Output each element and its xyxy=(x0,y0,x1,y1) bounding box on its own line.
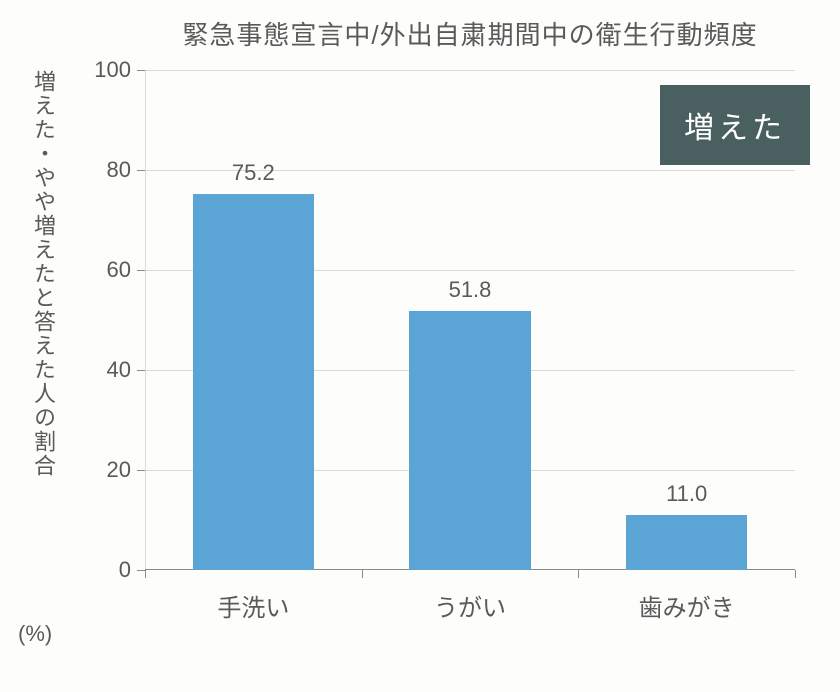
y-tick-mark xyxy=(137,570,145,571)
y-tick-label: 80 xyxy=(81,157,131,183)
x-tick-mark xyxy=(145,570,146,578)
x-tick-mark xyxy=(362,570,363,578)
x-tick-label: うがい xyxy=(434,588,506,623)
y-tick-label: 0 xyxy=(81,557,131,583)
bar: 75.2 xyxy=(193,194,314,570)
bar-value-label: 51.8 xyxy=(409,277,530,303)
y-axis-unit: (%) xyxy=(18,621,52,647)
y-tick-mark xyxy=(137,370,145,371)
bar: 51.8 xyxy=(409,311,530,570)
x-tick-label: 手洗い xyxy=(217,588,289,623)
y-tick-mark xyxy=(137,470,145,471)
y-axis-label: 増えた・やや増えたと答えた人の割合 xyxy=(30,70,56,478)
y-tick-mark xyxy=(137,70,145,71)
grid-line xyxy=(145,70,795,71)
y-tick-label: 60 xyxy=(81,257,131,283)
y-tick-label: 20 xyxy=(81,457,131,483)
bar-value-label: 11.0 xyxy=(626,481,747,507)
x-tick-mark xyxy=(795,570,796,578)
x-tick-mark xyxy=(578,570,579,578)
y-axis-line xyxy=(145,70,146,570)
legend-box: 増えた xyxy=(660,85,810,165)
legend-label: 増えた xyxy=(684,112,786,145)
chart-title: 緊急事態宣言中/外出自粛期間中の衛生行動頻度 xyxy=(110,15,830,52)
y-tick-mark xyxy=(137,170,145,171)
x-tick-label: 歯みがき xyxy=(639,588,735,623)
y-tick-label: 100 xyxy=(81,57,131,83)
y-tick-mark xyxy=(137,270,145,271)
y-tick-label: 40 xyxy=(81,357,131,383)
bar: 11.0 xyxy=(626,515,747,570)
bar-value-label: 75.2 xyxy=(193,160,314,186)
